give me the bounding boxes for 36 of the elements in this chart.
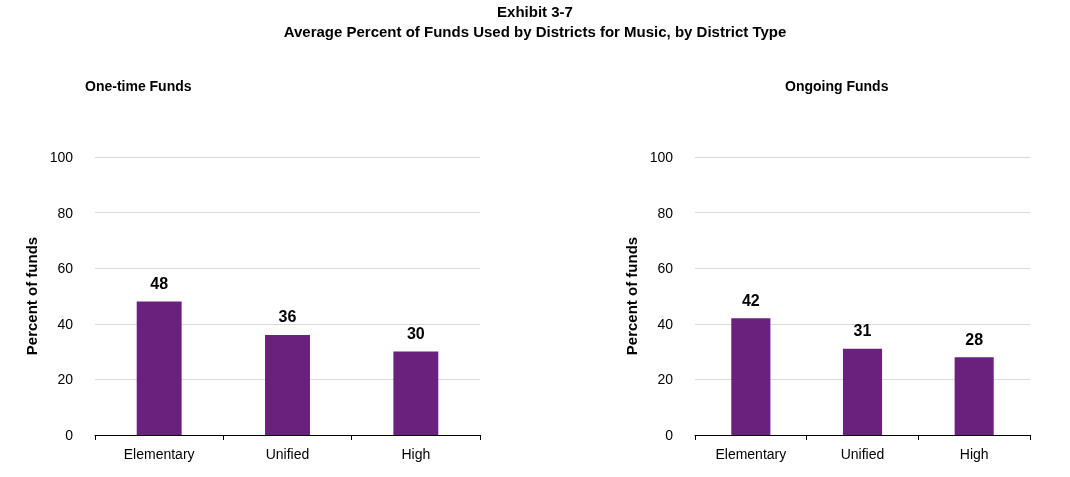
chart-title: Ongoing Funds: [785, 78, 889, 94]
x-tick-label: Elementary: [715, 446, 787, 462]
data-label: 30: [406, 325, 425, 343]
y-tick-label: 20: [657, 371, 674, 388]
x-tick-label: High: [959, 446, 989, 462]
y-tick-label: 100: [49, 149, 74, 165]
data-label: 31: [853, 322, 872, 340]
y-tick-label: 0: [665, 427, 674, 443]
x-tick-label: High: [401, 446, 431, 462]
y-tick-label: 20: [57, 371, 74, 388]
y-tick-label: 80: [657, 204, 674, 221]
x-tick-label: Unified: [840, 446, 885, 462]
y-axis-title: Percent of funds: [622, 236, 640, 356]
bar: [265, 334, 310, 435]
x-tick-label: Elementary: [123, 446, 195, 462]
y-tick-label: 80: [57, 204, 74, 221]
data-label: 48: [150, 275, 169, 293]
bar: [136, 301, 182, 435]
y-tick-label: 100: [649, 149, 674, 165]
bar: [842, 348, 883, 435]
y-tick-label: 40: [57, 315, 74, 332]
y-axis-title: Percent of funds: [22, 236, 40, 356]
data-label: 36: [278, 308, 297, 326]
text: Average Percent of Funds Used by Districts for Music, by District Type: [282, 22, 788, 42]
bar: [393, 351, 439, 435]
data-label: 42: [741, 291, 760, 309]
x-tick-label: Unified: [265, 446, 310, 462]
chart-title: One-time Funds: [85, 78, 192, 94]
y-tick-label: 60: [57, 260, 74, 277]
y-tick-label: 0: [65, 427, 74, 443]
bar: [954, 357, 994, 435]
text: Exhibit 3-7: [496, 2, 574, 22]
data-label: 28: [965, 330, 984, 348]
bar: [731, 318, 771, 435]
y-tick-label: 40: [657, 315, 674, 332]
y-tick-label: 60: [657, 260, 674, 277]
